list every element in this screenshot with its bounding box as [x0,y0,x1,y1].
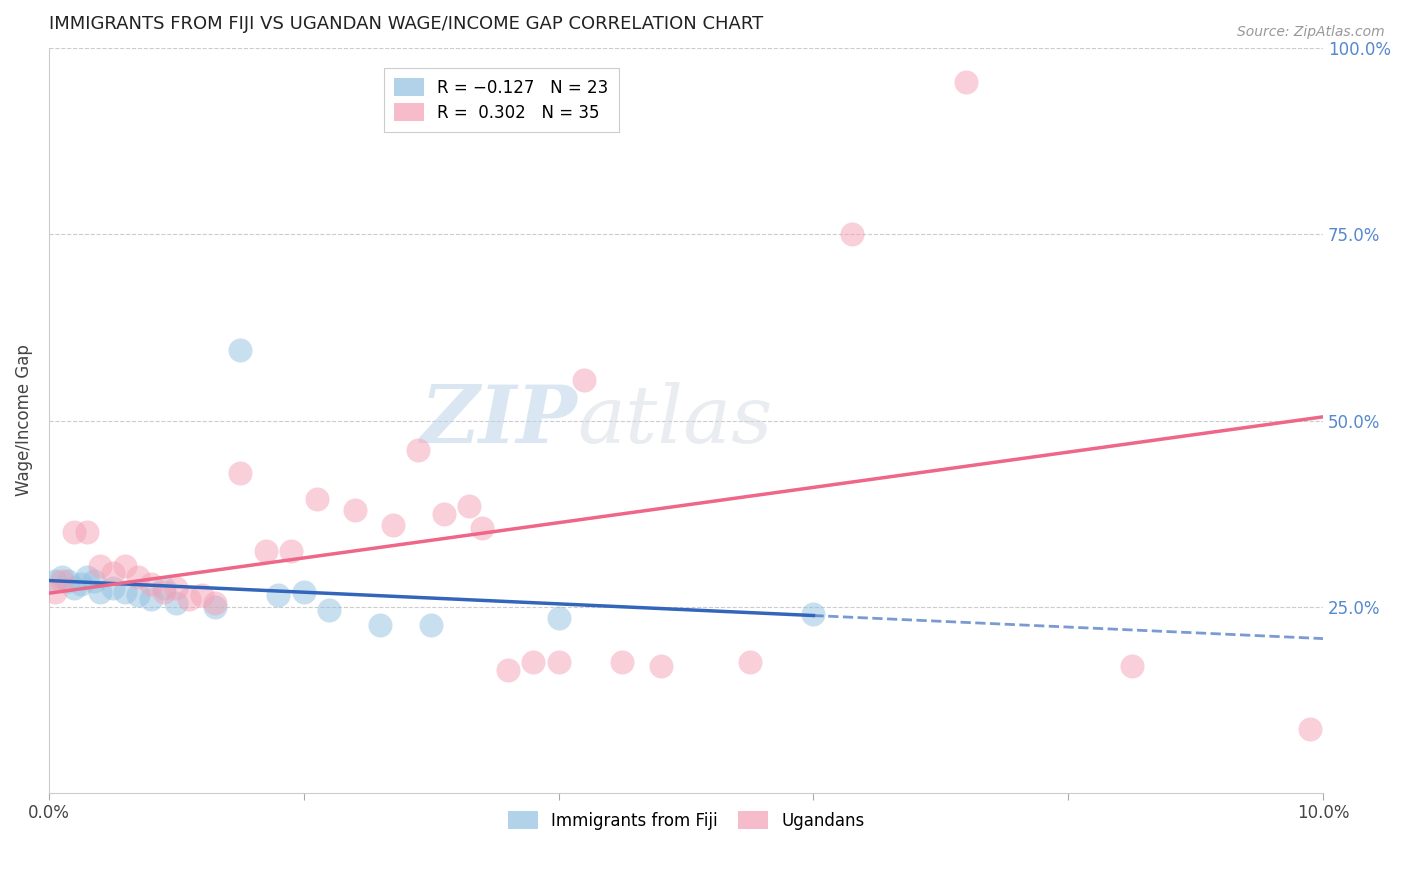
Point [496,663,519,677]
Point [471,521,494,535]
Point [191,589,214,603]
Point [368,618,391,632]
Point [76,570,98,584]
Point [101,566,124,581]
Point [127,570,149,584]
Point [229,343,252,357]
Point [165,581,187,595]
Point [63,581,86,595]
Point [114,558,136,573]
Point [204,596,226,610]
Point [114,584,136,599]
Point [56,574,79,588]
Point [139,592,162,607]
Point [280,543,302,558]
Point [522,656,544,670]
Point [89,558,111,573]
Point [433,507,456,521]
Point [165,596,187,610]
Text: ZIP: ZIP [420,382,578,459]
Point [1121,659,1143,673]
Point [841,227,863,242]
Point [179,592,201,607]
Legend: Immigrants from Fiji, Ugandans: Immigrants from Fiji, Ugandans [501,805,870,837]
Point [267,589,290,603]
Point [229,466,252,480]
Point [572,373,595,387]
Point [382,517,405,532]
Point [738,656,761,670]
Point [254,543,277,558]
Point [51,570,73,584]
Point [76,525,98,540]
Point [101,581,124,595]
Point [547,611,569,625]
Y-axis label: Wage/Income Gap: Wage/Income Gap [15,344,32,497]
Point [318,603,340,617]
Point [89,584,111,599]
Point [305,491,328,506]
Point [51,574,73,588]
Point [292,584,315,599]
Point [127,589,149,603]
Text: atlas: atlas [578,382,773,459]
Point [152,581,174,595]
Point [650,659,672,673]
Point [408,443,430,458]
Point [547,656,569,670]
Point [139,577,162,591]
Point [1299,723,1322,737]
Text: IMMIGRANTS FROM FIJI VS UGANDAN WAGE/INCOME GAP CORRELATION CHART: IMMIGRANTS FROM FIJI VS UGANDAN WAGE/INC… [49,15,763,33]
Text: Source: ZipAtlas.com: Source: ZipAtlas.com [1237,25,1385,39]
Point [803,607,825,621]
Point [420,618,443,632]
Point [458,499,481,513]
Point [955,75,977,89]
Point [69,577,91,591]
Point [44,574,66,588]
Point [63,525,86,540]
Point [152,584,174,599]
Point [44,584,66,599]
Point [343,503,366,517]
Point [83,574,105,588]
Point [204,599,226,614]
Point [612,656,634,670]
